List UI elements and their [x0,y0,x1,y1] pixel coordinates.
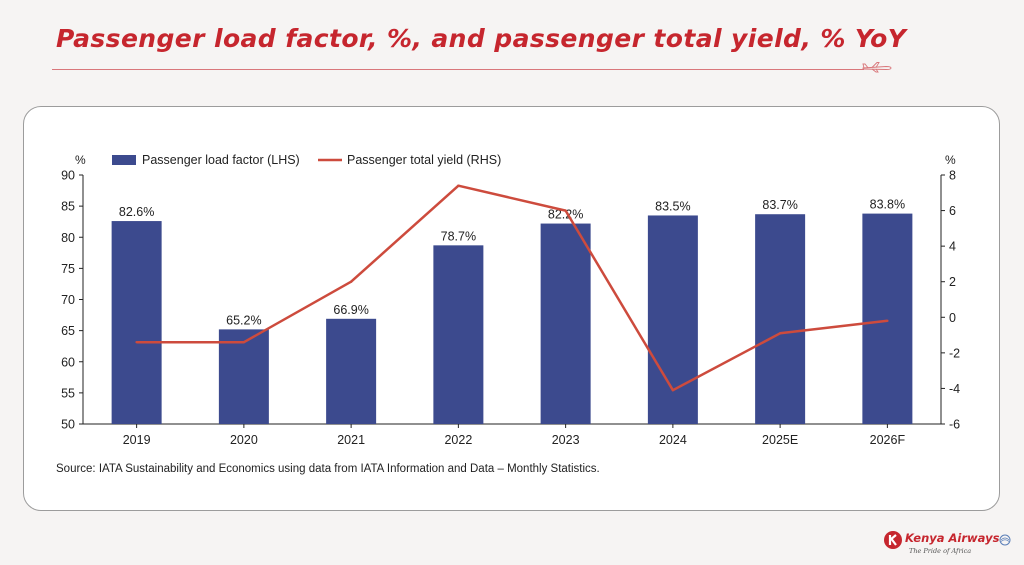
bar-data-label: 83.8% [870,198,905,212]
kenya-airways-logo: Kenya Airways The Pride of Africa [883,526,1013,560]
bar [218,329,269,424]
bar-data-label: 66.9% [333,303,368,317]
left-axis-unit: % [75,153,86,167]
plot-area: 50 55 60 65 70 75 80 85 90 -6 -4 -2 0 2 4 6 8 82.6% 2019 65… [61,169,960,448]
left-tick-label: 85 [61,200,75,214]
bar [647,215,698,424]
bar-data-label: 82.2% [548,208,583,222]
x-tick-label: 2026F [870,433,906,447]
skyteam-icon [999,534,1011,546]
legend-swatch-load-factor [112,155,136,165]
total-yield-point [564,209,567,212]
bar-data-label: 83.7% [762,198,797,212]
bar-data-label: 78.7% [441,229,476,243]
chart: Passenger load factor (LHS) Passenger to… [61,153,960,448]
x-tick-label: 2022 [444,433,472,447]
brand-tagline: The Pride of Africa [909,547,972,555]
x-tick-label: 2020 [230,433,258,447]
right-tick-label: -4 [949,382,960,396]
left-tick-label: 50 [61,418,75,432]
legend-label-total-yield: Passenger total yield (RHS) [347,153,501,167]
left-tick-label: 70 [61,293,75,307]
bar-data-label: 83.5% [655,199,690,213]
left-tick-label: 65 [61,324,75,338]
x-tick-label: 2019 [123,433,151,447]
airplane-icon [862,62,892,73]
bar [111,221,162,424]
left-tick-label: 55 [61,386,75,400]
left-tick-label: 80 [61,231,75,245]
right-axis-unit: % [945,153,956,167]
right-tick-label: -6 [949,418,960,432]
total-yield-point [135,340,138,344]
total-yield-point [242,340,246,344]
title-divider [52,69,864,70]
legend: Passenger load factor (LHS) Passenger to… [112,153,501,167]
left-tick-label: 60 [61,355,75,369]
right-tick-label: 4 [949,240,956,254]
bar-data-label: 82.6% [119,205,154,219]
source-note: Source: IATA Sustainability and Economic… [56,463,600,475]
left-tick-label: 90 [61,169,75,183]
right-tick-label: 6 [949,204,956,218]
total-yield-point [457,184,460,187]
kenya-airways-logo-icon [884,531,902,549]
legend-label-load-factor: Passenger load factor (LHS) [142,153,300,167]
total-yield-line [136,184,888,392]
left-tick-label: 75 [61,262,75,276]
total-yield-point [778,332,782,335]
x-tick-label: 2024 [659,433,687,447]
bar [862,213,913,424]
brand-name: Kenya Airways [905,531,1000,545]
bar [433,245,484,424]
right-tick-label: -2 [949,346,960,360]
bar [326,318,377,424]
x-tick-label: 2025E [762,433,798,447]
x-tick-label: 2021 [337,433,365,447]
x-tick-label: 2023 [552,433,580,447]
total-yield-point [671,389,675,392]
chart-card: Passenger load factor (LHS) Passenger to… [23,106,1000,511]
right-tick-label: 2 [949,275,956,289]
right-tick-label: 8 [949,169,956,183]
bar-data-label: 65.2% [226,313,261,327]
slide-title: Passenger load factor, %, and passenger … [56,24,907,53]
total-yield-point [886,319,889,323]
right-tick-label: 0 [949,311,956,325]
bar [540,223,591,424]
total-yield-point [349,280,353,283]
bar [755,214,806,424]
